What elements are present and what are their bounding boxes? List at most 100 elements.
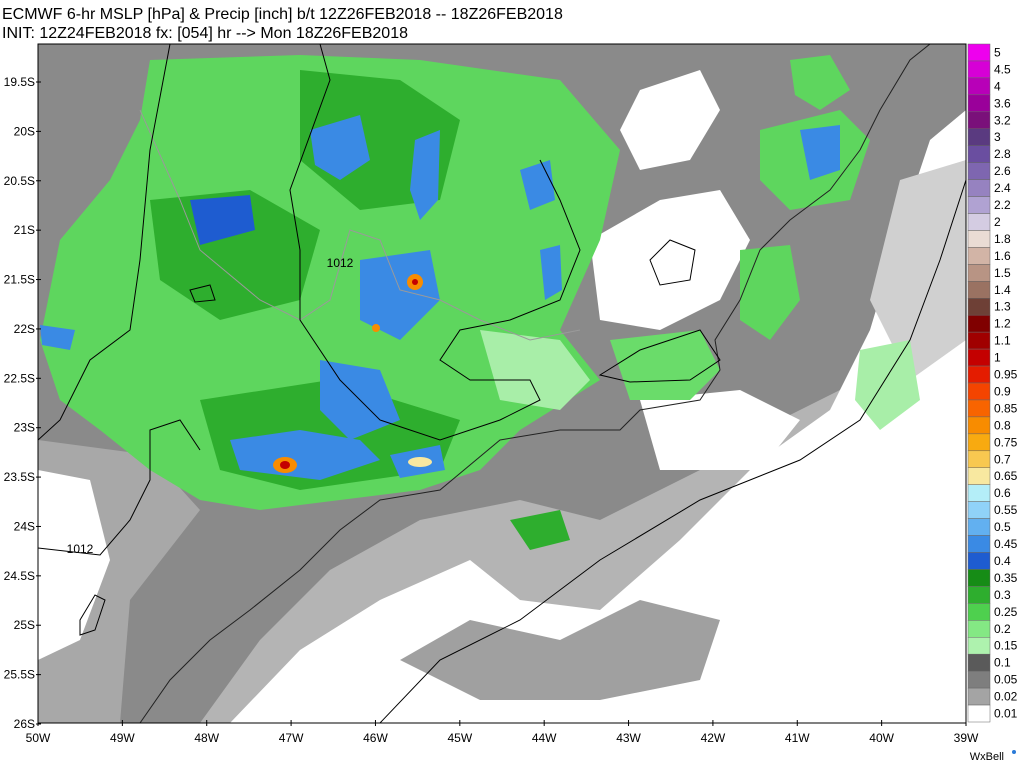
colorbar-swatch — [967, 60, 991, 79]
precip-blue — [410, 130, 440, 220]
precip-blue — [360, 250, 440, 340]
colorbar-label: 4 — [994, 79, 1001, 93]
colorbar-swatch — [967, 128, 991, 146]
colorbar-label: 0.7 — [994, 452, 1011, 466]
isobar — [289, 44, 581, 441]
colorbar-label: 3.6 — [994, 96, 1011, 110]
colorbar-swatch — [967, 348, 991, 367]
colorbar-swatch — [967, 230, 991, 248]
colorbar-label: 0.01 — [994, 707, 1018, 721]
colorbar-swatch — [967, 145, 991, 163]
no-precip — [230, 110, 966, 723]
colorbar-swatch — [967, 213, 991, 231]
colorbar-label: 5 — [994, 45, 1001, 59]
colorbar-label: 1.8 — [994, 232, 1011, 246]
colorbar-swatch — [967, 653, 991, 672]
isobar — [79, 594, 106, 636]
lon-label: 40W — [869, 731, 894, 745]
colorbar-swatch — [967, 196, 991, 214]
colorbar-swatch — [967, 314, 991, 333]
isobar-label: 1012 — [327, 256, 354, 270]
colorbar-label: 0.5 — [994, 520, 1011, 534]
lat-label: 24S — [14, 519, 35, 533]
colorbar-swatch — [967, 586, 991, 604]
colorbar-swatch — [967, 501, 991, 519]
colorbar-swatch — [967, 365, 991, 384]
colorbar-swatch — [967, 94, 991, 113]
colorbar-swatch — [967, 382, 991, 401]
colorbar-swatch — [967, 281, 991, 299]
no-precip — [640, 390, 800, 470]
colorbar-swatch — [967, 467, 991, 485]
colorbar-label: 0.05 — [994, 673, 1018, 687]
colorbar-swatch — [967, 247, 991, 265]
precip-green — [510, 510, 570, 550]
colorbar-label: 0.65 — [994, 469, 1018, 483]
colorbar-label: 0.6 — [994, 486, 1011, 500]
colorbar-swatch — [967, 298, 991, 316]
precip-green — [790, 55, 850, 110]
colorbar-swatch — [967, 569, 991, 587]
colorbar-swatch — [967, 331, 991, 350]
colorbar-swatch — [967, 179, 991, 197]
title-line-1: ECMWF 6-hr MSLP [hPa] & Precip [inch] b/… — [2, 6, 563, 23]
lon-label: 41W — [785, 731, 810, 745]
precip-blue — [310, 115, 370, 180]
colorbar-label: 0.9 — [994, 384, 1011, 398]
precip-blue — [800, 125, 840, 180]
colorbar-label: 0.55 — [994, 503, 1018, 517]
colorbar-label: 3 — [994, 130, 1001, 144]
title-line-2: INIT: 12Z24FEB2018 fx: [054] hr --> Mon … — [2, 25, 408, 42]
lat-label: 23S — [14, 421, 35, 435]
colorbar-label: 2.6 — [994, 164, 1011, 178]
precip-green — [740, 245, 800, 340]
lon-label: 45W — [447, 731, 472, 745]
precip-max — [412, 279, 418, 285]
precip-green — [480, 330, 590, 410]
lat-label: 21S — [14, 223, 35, 237]
lon-label: 44W — [532, 731, 557, 745]
colorbar-label: 2.4 — [994, 181, 1011, 195]
colorbar-label: 0.85 — [994, 401, 1018, 415]
precip-blue — [190, 195, 255, 245]
colorbar-swatch — [967, 518, 991, 536]
lat-label: 23.5S — [4, 470, 35, 484]
no-precip — [620, 70, 720, 170]
precip-max — [372, 324, 380, 332]
no-precip — [38, 470, 110, 660]
colorbar-label: 0.4 — [994, 554, 1011, 568]
colorbar-label: 0.35 — [994, 571, 1018, 585]
colorbar-swatch — [967, 264, 991, 282]
precip-green — [855, 340, 920, 430]
colorbar-label: 1.4 — [994, 283, 1011, 297]
colorbar-label: 0.95 — [994, 368, 1018, 382]
colorbar-swatch — [967, 416, 991, 435]
colorbar-swatch — [967, 77, 991, 96]
lat-label: 25.5S — [4, 668, 35, 682]
colorbar-swatch — [967, 670, 991, 689]
colorbar-swatch — [967, 162, 991, 180]
colorbar-label: 0.25 — [994, 605, 1018, 619]
map-frame — [37, 43, 967, 724]
isobar — [189, 284, 216, 303]
logo: WxBell — [970, 751, 1004, 763]
lat-label: 20.5S — [4, 174, 35, 188]
lon-label: 46W — [363, 731, 388, 745]
colorbar-label: 1.2 — [994, 317, 1011, 331]
no-precip — [590, 190, 750, 330]
colorbar-swatch — [967, 484, 991, 502]
isobar — [379, 179, 966, 723]
colorbar-swatch — [967, 535, 991, 553]
colorbar-label: 3.2 — [994, 113, 1011, 127]
isobar-label: 1012 — [67, 542, 94, 556]
isobar — [649, 239, 696, 286]
isobar — [38, 44, 171, 441]
lat-label: 22S — [14, 322, 35, 336]
precip-blue — [40, 325, 75, 350]
colorbar-label: 1.1 — [994, 334, 1011, 348]
lat-label: 21.5S — [4, 273, 35, 287]
colorbar-swatch — [967, 637, 991, 655]
colorbar-swatch — [967, 433, 991, 452]
colorbar-swatch — [967, 111, 991, 130]
